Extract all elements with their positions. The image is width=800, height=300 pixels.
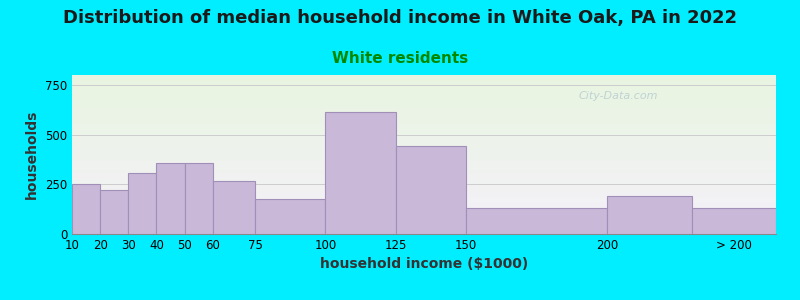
Bar [72, 184, 100, 234]
Bar [213, 181, 255, 234]
Bar [128, 173, 157, 234]
Bar [100, 190, 128, 234]
Bar [396, 146, 466, 234]
Bar [255, 199, 326, 234]
Bar [466, 208, 607, 234]
Text: White residents: White residents [332, 51, 468, 66]
Text: Distribution of median household income in White Oak, PA in 2022: Distribution of median household income … [63, 9, 737, 27]
Bar [607, 196, 691, 234]
Text: City-Data.com: City-Data.com [579, 91, 658, 101]
Y-axis label: households: households [26, 110, 39, 199]
X-axis label: household income ($1000): household income ($1000) [320, 257, 528, 272]
Bar [691, 208, 776, 234]
Bar [185, 164, 213, 234]
Bar [326, 112, 396, 234]
Bar [157, 164, 185, 234]
